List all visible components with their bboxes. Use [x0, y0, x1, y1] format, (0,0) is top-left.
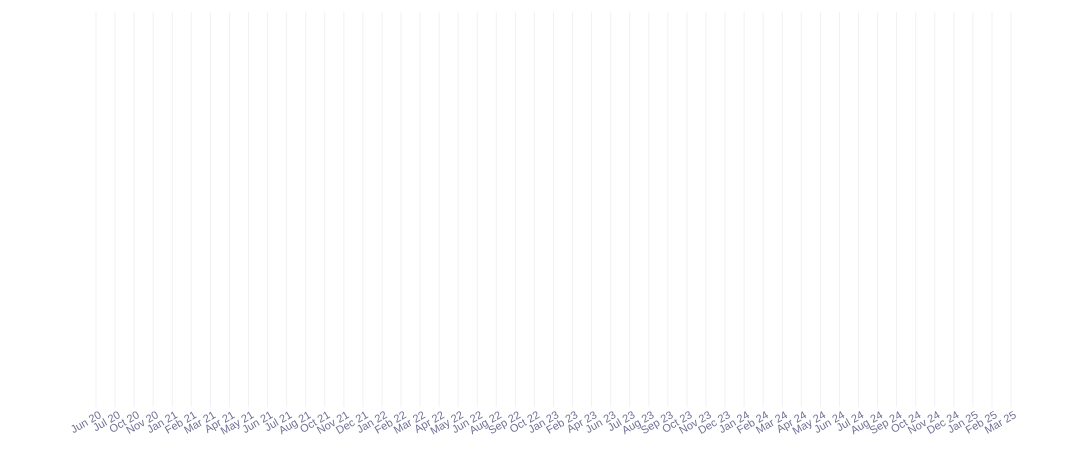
grid-layer [95, 12, 1012, 407]
